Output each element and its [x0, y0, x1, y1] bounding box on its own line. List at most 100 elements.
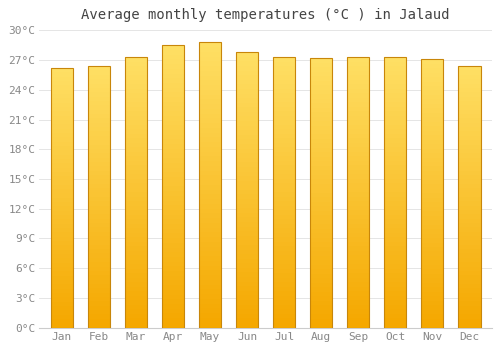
Bar [236, 309, 258, 314]
Bar [124, 183, 147, 188]
Bar [421, 283, 444, 287]
Bar [347, 102, 370, 107]
Bar [162, 153, 184, 158]
Bar [384, 296, 406, 300]
Bar [421, 207, 444, 211]
Bar [347, 179, 370, 183]
Bar [88, 188, 110, 193]
Bar [50, 111, 73, 116]
Bar [124, 62, 147, 66]
Bar [88, 288, 110, 293]
Bar [236, 318, 258, 323]
Bar [421, 108, 444, 113]
Bar [124, 197, 147, 201]
Bar [310, 256, 332, 260]
Bar [310, 134, 332, 139]
Bar [347, 201, 370, 206]
Bar [458, 275, 480, 280]
Bar [273, 80, 295, 84]
Bar [273, 62, 295, 66]
Bar [88, 319, 110, 323]
Bar [88, 197, 110, 201]
Bar [124, 120, 147, 125]
Bar [124, 269, 147, 273]
Bar [88, 275, 110, 280]
Bar [458, 293, 480, 297]
Bar [310, 139, 332, 144]
Bar [347, 129, 370, 134]
Bar [236, 250, 258, 254]
Bar [347, 229, 370, 233]
Bar [162, 229, 184, 233]
Bar [88, 219, 110, 223]
Bar [421, 158, 444, 162]
Bar [88, 193, 110, 197]
Bar [50, 228, 73, 232]
Bar [384, 233, 406, 237]
Bar [236, 176, 258, 181]
Bar [384, 260, 406, 265]
Bar [199, 42, 221, 328]
Bar [347, 251, 370, 256]
Bar [421, 225, 444, 229]
Bar [124, 305, 147, 309]
Bar [199, 71, 221, 76]
Bar [50, 219, 73, 224]
Bar [458, 97, 480, 101]
Bar [236, 181, 258, 185]
Bar [347, 183, 370, 188]
Bar [347, 116, 370, 120]
Bar [236, 57, 258, 61]
Bar [124, 318, 147, 323]
Bar [310, 292, 332, 296]
Bar [458, 197, 480, 201]
Bar [199, 256, 221, 261]
Bar [50, 250, 73, 254]
Bar [162, 233, 184, 238]
Bar [421, 189, 444, 193]
Bar [124, 89, 147, 93]
Bar [458, 92, 480, 97]
Bar [199, 171, 221, 175]
Bar [347, 193, 370, 197]
Bar [88, 166, 110, 171]
Bar [421, 233, 444, 238]
Bar [421, 247, 444, 251]
Bar [273, 152, 295, 156]
Bar [458, 227, 480, 232]
Bar [347, 278, 370, 282]
Bar [421, 305, 444, 310]
Bar [236, 286, 258, 291]
Bar [384, 201, 406, 206]
Bar [310, 144, 332, 148]
Bar [273, 219, 295, 224]
Bar [124, 287, 147, 292]
Bar [162, 106, 184, 111]
Bar [458, 297, 480, 301]
Bar [88, 105, 110, 110]
Bar [162, 168, 184, 172]
Bar [273, 111, 295, 116]
Bar [162, 60, 184, 64]
Bar [88, 266, 110, 271]
Bar [199, 109, 221, 114]
Bar [88, 314, 110, 319]
Bar [310, 80, 332, 85]
Bar [50, 306, 73, 310]
Bar [347, 84, 370, 89]
Bar [347, 107, 370, 111]
Bar [124, 75, 147, 80]
Bar [421, 153, 444, 158]
Bar [458, 245, 480, 249]
Bar [310, 175, 332, 179]
Bar [347, 287, 370, 292]
Bar [384, 84, 406, 89]
Bar [310, 318, 332, 323]
Bar [124, 246, 147, 251]
Bar [421, 243, 444, 247]
Bar [199, 204, 221, 209]
Bar [347, 215, 370, 219]
Bar [50, 254, 73, 258]
Bar [50, 198, 73, 202]
Bar [310, 121, 332, 126]
